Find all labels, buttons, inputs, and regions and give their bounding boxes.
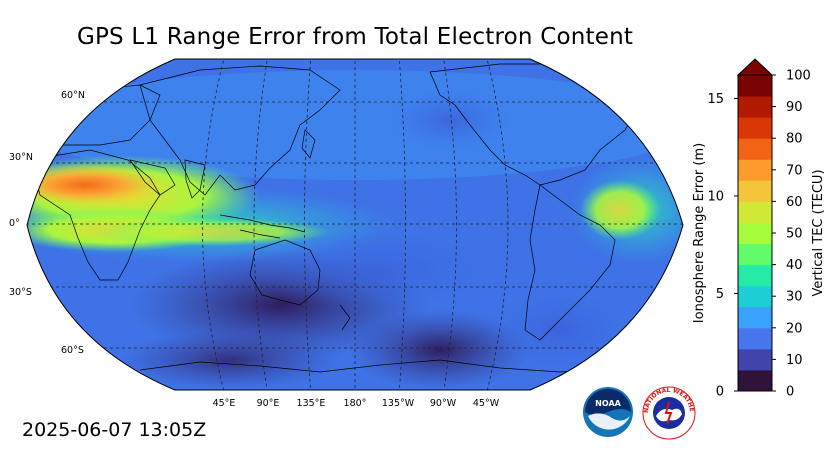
- colorbar-band: [738, 348, 772, 371]
- noaa-logo-text: NOAA: [595, 399, 621, 408]
- lat-label-60n: 60°N: [61, 90, 85, 101]
- chart-title: GPS L1 Range Error from Total Electron C…: [76, 24, 634, 50]
- colorbar-right-tick-label: 60: [786, 195, 803, 210]
- colorbar-left-tick-label: 5: [716, 287, 724, 302]
- colorbar-left-tick-label: 10: [707, 189, 724, 204]
- colorbar-band: [738, 201, 772, 223]
- lon-label-180: 180°: [344, 398, 367, 409]
- lon-label-90e: 90°E: [257, 398, 280, 409]
- colorbar-band: [738, 138, 772, 160]
- colorbar-right-tick-label: 80: [786, 132, 803, 147]
- colorbar-bands: [738, 75, 772, 392]
- colorbar-right-tick-label: 90: [786, 100, 803, 115]
- colorbar-band: [738, 306, 772, 329]
- colorbar-right-tick-label: 100: [786, 69, 811, 84]
- colorbar-band: [738, 285, 772, 308]
- colorbar-band: [738, 117, 772, 139]
- colorbar-right-tick-label: 70: [786, 163, 803, 178]
- colorbar-left-tick-label: 0: [716, 385, 724, 400]
- lon-label-135e: 135°E: [297, 398, 326, 409]
- timestamp: 2025-06-07 13:05Z: [22, 419, 207, 441]
- colorbar-band: [738, 180, 772, 202]
- colorbar-right-tick-label: 20: [786, 321, 803, 336]
- lat-label-0: 0°: [9, 218, 20, 229]
- lon-label-45w: 45°W: [473, 398, 500, 409]
- colorbar-band: [738, 327, 772, 350]
- graticule: [27, 59, 683, 390]
- colorbar-right-ticks: 0 10 20 30 40 50 60 70 80 90 100: [772, 69, 811, 400]
- colorbar-band: [738, 159, 772, 181]
- colorbar-band: [738, 96, 772, 118]
- lon-label-45e: 45°E: [213, 398, 236, 409]
- colorbar-left-label: Ionosphere Range Error (m): [692, 143, 707, 323]
- colorbar-extend-arrow: [736, 58, 774, 76]
- colorbar-band: [738, 222, 772, 245]
- lon-label-135w: 135°W: [382, 398, 415, 409]
- colorbar-band: [738, 264, 772, 287]
- lat-label-60s: 60°S: [61, 345, 84, 356]
- colorbar-right-tick-label: 0: [786, 385, 794, 400]
- coastlines: [34, 63, 673, 373]
- colorbar: 0 5 10 15 0 10 20 30 40 50 60 70 80 90 100 Ionosphere…: [692, 58, 826, 400]
- lon-label-90w: 90°W: [430, 398, 457, 409]
- colorbar-right-label: Vertical TEC (TECU): [811, 169, 826, 296]
- colorbar-band: [738, 75, 772, 97]
- lat-label-30s: 30°S: [9, 287, 32, 298]
- colorbar-band: [738, 243, 772, 266]
- colorbar-right-tick-label: 30: [786, 290, 803, 305]
- nws-logo: NATIONAL WEATHER SERVICE: [642, 386, 696, 440]
- colorbar-right-tick-label: 50: [786, 227, 803, 242]
- colorbar-left-tick-label: 15: [707, 92, 724, 107]
- colorbar-left-ticks: 0 5 10 15: [707, 92, 738, 400]
- noaa-logo: NOAA: [583, 387, 633, 437]
- colorbar-band: [738, 369, 772, 392]
- colorbar-right-tick-label: 40: [786, 258, 803, 273]
- colorbar-right-tick-label: 10: [786, 353, 803, 368]
- lat-label-30n: 30°N: [9, 152, 33, 163]
